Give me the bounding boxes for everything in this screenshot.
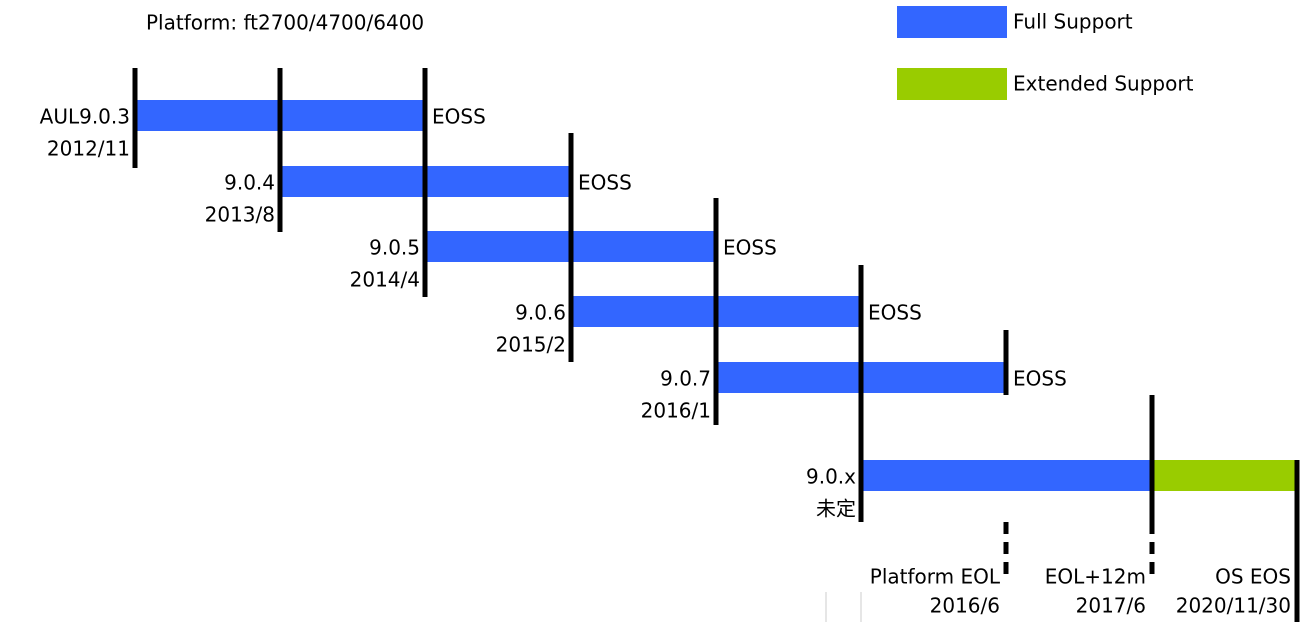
legend-swatch [897,68,1007,100]
milestone-date: 2017/6 [1076,594,1146,618]
release-date: 2013/8 [205,203,275,227]
eoss-label: EOSS [868,301,922,325]
legend-label: Full Support [1013,10,1133,34]
full-support-bar [861,460,1152,491]
title: Platform: ft2700/4700/6400 [146,11,424,35]
release-date: 2014/4 [350,268,420,292]
release-date: 2012/11 [47,137,130,161]
release-name: 9.0.5 [369,236,420,260]
legend-label: Extended Support [1013,72,1194,96]
release-date: 2015/2 [496,333,566,357]
release-name: 9.0.7 [660,367,711,391]
release-name: AUL9.0.3 [40,105,130,129]
milestone-date: 2016/6 [930,594,1000,618]
eoss-label: EOSS [723,236,777,260]
milestone-label: Platform EOL [870,565,1001,589]
milestone-date: 2020/11/30 [1176,594,1291,618]
eoss-label: EOSS [578,171,632,195]
release-date: 2016/1 [641,399,711,423]
release-name: 9.0.6 [515,301,566,325]
milestone-label: EOL+12m [1045,565,1146,589]
release-name: 9.0.x [806,465,856,489]
eoss-label: EOSS [432,105,486,129]
eoss-label: EOSS [1013,367,1067,391]
milestone-label: OS EOS [1215,565,1291,589]
release-date: 未定 [816,497,856,521]
release-name: 9.0.4 [224,171,275,195]
legend-swatch [897,6,1007,38]
extended-support-bar [1152,460,1297,491]
